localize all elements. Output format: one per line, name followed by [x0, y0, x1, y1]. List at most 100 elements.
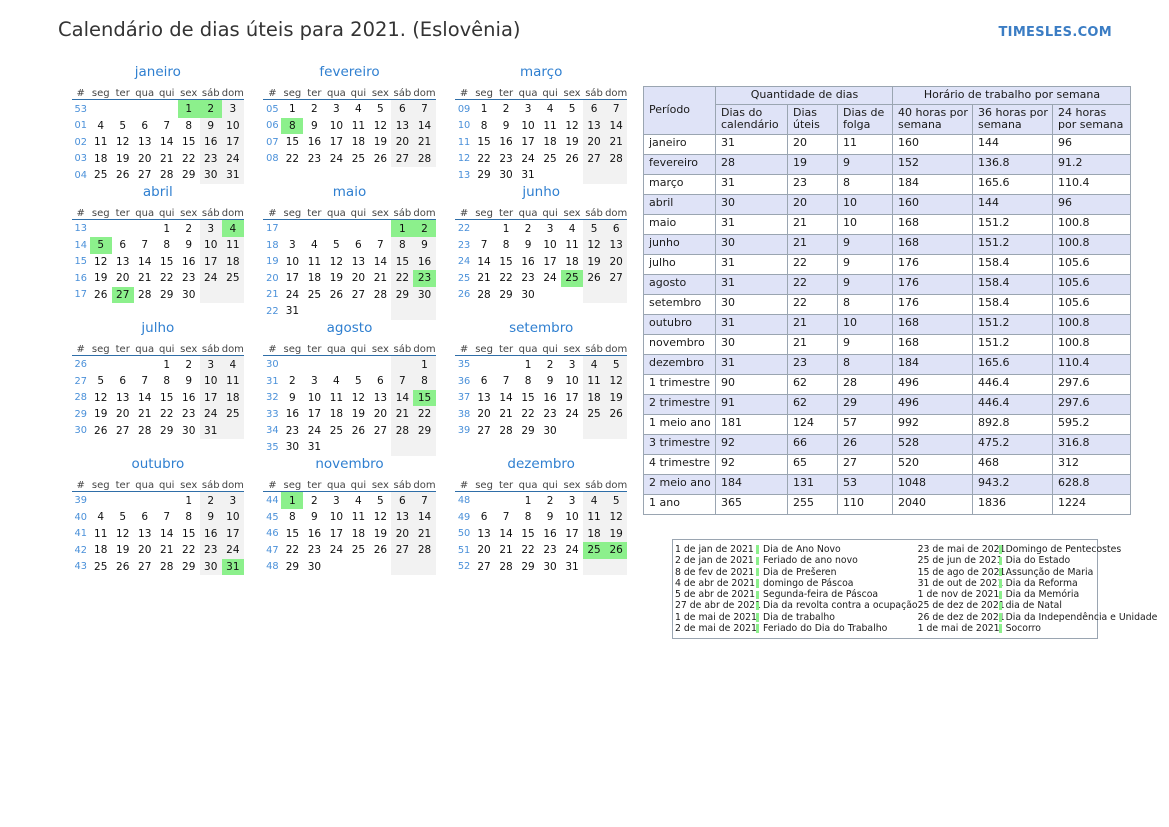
day-cell[interactable]: 26	[605, 406, 628, 423]
day-cell[interactable]: 23	[199, 150, 222, 167]
day-cell[interactable]: 19	[605, 525, 628, 542]
day-cell[interactable]: 6	[355, 239, 362, 252]
day-cell[interactable]: 8	[524, 375, 532, 388]
day-cell[interactable]: 18	[565, 255, 579, 268]
day-cell[interactable]: 22	[477, 152, 491, 165]
day-cell[interactable]: 14	[373, 255, 388, 268]
day-cell[interactable]: 23	[543, 408, 557, 421]
day-cell[interactable]: 21	[160, 152, 174, 165]
day-cell[interactable]: 14	[160, 527, 174, 540]
day-cell[interactable]: 4	[568, 222, 576, 235]
day-cell[interactable]: 31	[521, 169, 535, 182]
day-cell-holiday[interactable]: 2	[199, 99, 222, 118]
day-cell[interactable]: 13	[116, 255, 130, 268]
day-cell[interactable]: 24	[329, 544, 344, 557]
day-cell[interactable]: 14	[160, 136, 174, 149]
day-cell[interactable]: 15	[160, 391, 174, 404]
day-cell[interactable]: 3	[333, 103, 340, 116]
day-cell[interactable]: 28	[413, 150, 436, 167]
day-cell[interactable]: 11	[583, 509, 606, 526]
day-cell[interactable]: 24	[565, 544, 579, 557]
day-cell[interactable]: 29	[160, 424, 174, 437]
day-cell[interactable]: 20	[477, 544, 491, 557]
day-cell-holiday[interactable]: 25	[561, 270, 584, 287]
day-cell[interactable]: 20	[351, 272, 366, 285]
day-cell[interactable]: 17	[543, 255, 557, 268]
day-cell[interactable]: 5	[97, 375, 105, 388]
day-cell[interactable]: 11	[543, 119, 557, 132]
day-cell[interactable]: 25	[94, 560, 108, 573]
day-cell[interactable]: 30	[199, 558, 222, 575]
day-cell[interactable]: 18	[583, 389, 606, 406]
day-cell[interactable]: 10	[329, 511, 344, 524]
day-cell[interactable]: 24	[329, 152, 344, 165]
day-cell[interactable]: 12	[583, 237, 606, 254]
day-cell[interactable]: 22	[160, 408, 174, 421]
day-cell[interactable]: 10	[199, 237, 222, 254]
day-cell[interactable]: 16	[199, 525, 222, 542]
day-cell[interactable]: 26	[373, 152, 388, 165]
day-cell[interactable]: 23	[307, 544, 322, 557]
day-cell[interactable]: 19	[605, 389, 628, 406]
day-cell[interactable]: 12	[94, 391, 108, 404]
day-cell[interactable]: 23	[543, 544, 557, 557]
day-cell[interactable]: 29	[521, 560, 535, 573]
day-cell[interactable]: 28	[160, 560, 174, 573]
day-cell[interactable]: 7	[163, 119, 171, 132]
day-cell[interactable]: 27	[477, 424, 491, 437]
day-cell[interactable]: 7	[141, 375, 149, 388]
day-cell[interactable]: 7	[163, 511, 171, 524]
day-cell[interactable]: 14	[138, 255, 152, 268]
day-cell[interactable]: 19	[94, 272, 108, 285]
day-cell[interactable]: 10	[307, 391, 322, 404]
day-cell[interactable]: 28	[138, 424, 152, 437]
day-cell[interactable]: 11	[221, 237, 244, 254]
day-cell[interactable]: 27	[583, 150, 606, 167]
day-cell[interactable]: 23	[199, 542, 222, 559]
day-cell[interactable]: 30	[199, 167, 222, 184]
day-cell[interactable]: 14	[499, 527, 513, 540]
day-cell[interactable]: 28	[391, 422, 414, 439]
day-cell-holiday[interactable]: 8	[281, 117, 304, 134]
day-cell[interactable]: 2	[502, 103, 510, 116]
day-cell[interactable]: 9	[546, 375, 554, 388]
day-cell[interactable]: 20	[391, 525, 414, 542]
day-cell[interactable]: 10	[329, 119, 344, 132]
day-cell[interactable]: 27	[477, 560, 491, 573]
day-cell[interactable]: 22	[413, 406, 436, 423]
day-cell[interactable]: 13	[351, 255, 366, 268]
day-cell[interactable]: 29	[413, 422, 436, 439]
day-cell[interactable]: 11	[565, 239, 579, 252]
day-cell[interactable]: 18	[94, 544, 108, 557]
day-cell[interactable]: 1	[163, 358, 171, 371]
day-cell[interactable]: 3	[311, 375, 318, 388]
day-cell[interactable]: 5	[119, 119, 127, 132]
day-cell[interactable]: 16	[413, 253, 436, 270]
day-cell[interactable]: 21	[413, 134, 436, 151]
day-cell[interactable]: 4	[583, 491, 606, 509]
day-cell[interactable]: 2	[185, 358, 193, 371]
day-cell[interactable]: 7	[377, 239, 384, 252]
day-cell-holiday[interactable]: 5	[89, 237, 112, 254]
day-cell[interactable]: 28	[477, 288, 491, 301]
day-cell[interactable]: 22	[391, 270, 414, 287]
day-cell[interactable]: 2	[311, 103, 318, 116]
day-cell[interactable]: 28	[160, 169, 174, 182]
day-cell[interactable]: 27	[138, 560, 152, 573]
day-cell[interactable]: 30	[307, 560, 322, 573]
day-cell[interactable]: 16	[199, 134, 222, 151]
day-cell[interactable]: 8	[163, 239, 171, 252]
day-cell[interactable]: 4	[221, 355, 244, 373]
day-cell[interactable]: 12	[373, 511, 388, 524]
day-cell[interactable]: 31	[307, 441, 322, 454]
day-cell[interactable]: 11	[94, 136, 108, 149]
day-cell[interactable]: 3	[199, 219, 222, 237]
day-cell[interactable]: 28	[499, 424, 513, 437]
day-cell[interactable]: 3	[333, 494, 340, 507]
day-cell[interactable]: 6	[480, 511, 488, 524]
day-cell[interactable]: 10	[521, 119, 535, 132]
day-cell[interactable]: 25	[221, 270, 244, 287]
day-cell[interactable]: 4	[583, 355, 606, 373]
day-cell[interactable]: 21	[138, 408, 152, 421]
day-cell[interactable]: 15	[391, 253, 414, 270]
